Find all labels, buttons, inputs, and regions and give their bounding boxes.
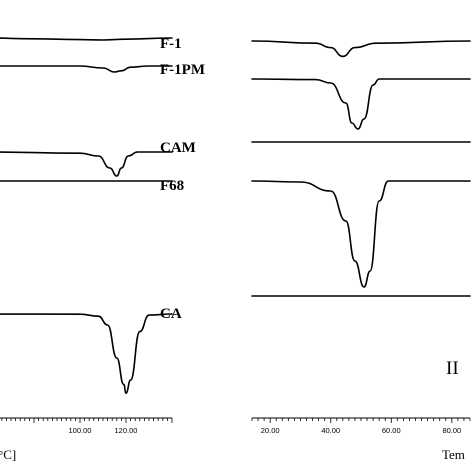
series-label-ca: CA [160,306,182,322]
right-panel: 20.00 40.00 60.00 80.00 Tem II [251,40,471,462]
x-axis-label: °C] [0,447,16,462]
series-line-ca [0,313,173,394]
series-line-f-1 [0,37,173,41]
series-line-curve-1 [251,40,471,58]
left-panel: F-1 F-1PM CAM F68 CA 100.00 120.00 °C] [0,36,205,462]
series-line-f-1pm [0,65,173,73]
x-tick-label: 20.00 [261,426,280,435]
x-tick-label: 120.00 [115,426,138,435]
x-tick-label: 40.00 [321,426,340,435]
series-line-curve-2 [251,78,471,130]
panel-label: II [446,358,459,379]
series-label-cam: CAM [160,140,196,156]
series-label-f-1pm: F-1PM [160,62,205,78]
x-tick-label: 100.00 [69,426,92,435]
series-label-f-1: F-1 [160,36,182,52]
x-tick-label: 60.00 [382,426,401,435]
series-line-cam [0,151,173,177]
x-tick-label: 80.00 [442,426,461,435]
series-label-f68: F68 [160,178,184,194]
series-line-curve-4 [251,180,471,288]
x-axis-label: Tem [442,447,465,462]
